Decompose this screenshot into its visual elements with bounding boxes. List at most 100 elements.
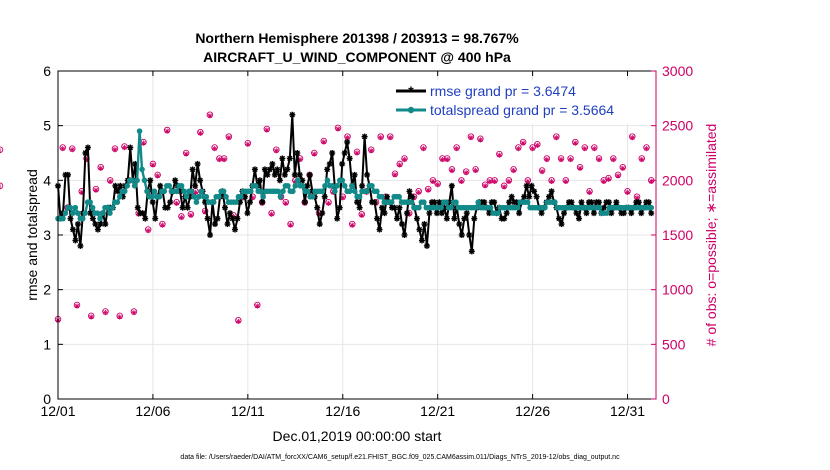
totalspread-point: [223, 193, 229, 200]
asterisk-stroke: [340, 195, 345, 201]
rmse-point: [189, 166, 196, 173]
asterisk-stroke: [184, 204, 191, 211]
totalspread-point: [280, 188, 286, 195]
obs-assimilated-point: [544, 156, 550, 163]
totalspread-point: [322, 183, 328, 189]
chart-title-line-1: Northern Hemisphere 201398 / 203913 = 98…: [195, 30, 519, 46]
obs-assimilated-point: [183, 151, 189, 157]
obs-assimilated-point: [349, 222, 355, 228]
asterisk-stroke: [259, 199, 266, 205]
asterisk-stroke: [317, 221, 323, 227]
rmse-point: [316, 221, 323, 228]
rmse-point: [94, 226, 101, 233]
asterisk-stroke: [131, 310, 137, 315]
rmse-point: [127, 144, 134, 151]
asterisk-stroke: [606, 177, 611, 182]
totalspread-point: [149, 193, 155, 200]
obs-assimilated-point: [378, 135, 384, 141]
asterisk-stroke: [356, 204, 363, 211]
rmse-point: [396, 204, 403, 211]
totalspread-point: [134, 177, 140, 184]
obs-assimilated-point: [425, 187, 431, 193]
asterisk-stroke: [554, 135, 559, 140]
asterisk-stroke: [150, 199, 156, 205]
asterisk-stroke: [212, 146, 217, 151]
rmse-point: [152, 215, 159, 222]
totalspread-point: [121, 188, 128, 195]
totalspread-point: [309, 193, 316, 200]
asterisk-stroke: [288, 222, 293, 228]
asterisk-stroke: [591, 210, 597, 216]
asterisk-stroke: [193, 190, 198, 195]
totalspread-point: [99, 210, 106, 216]
asterisk-stroke: [596, 199, 602, 205]
asterisk-stroke: [563, 179, 569, 184]
asterisk-stroke: [481, 199, 487, 205]
asterisk-stroke: [431, 199, 438, 205]
obs-assimilated-point: [610, 156, 616, 163]
totalspread-point: [233, 199, 239, 205]
asterisk-stroke: [533, 194, 540, 200]
totalspread-point: [181, 188, 187, 195]
obs-assimilated-point: [273, 148, 279, 154]
rmse-point: [344, 139, 351, 146]
asterisk-stroke: [526, 194, 532, 200]
rmse-point: [583, 210, 590, 217]
obs-assimilated-point: [212, 146, 218, 152]
asterisk-stroke: [74, 303, 80, 309]
asterisk-stroke: [558, 221, 565, 227]
asterisk-stroke: [601, 179, 606, 184]
asterisk-stroke: [117, 314, 122, 320]
obs-assimilated-point: [577, 165, 583, 171]
asterisk-stroke: [611, 157, 616, 162]
asterisk-stroke: [277, 177, 283, 184]
asterisk-stroke: [269, 212, 274, 217]
asterisk-stroke: [359, 183, 365, 189]
rmse-point: [142, 215, 149, 222]
asterisk-stroke: [307, 172, 313, 178]
asterisk-stroke: [350, 222, 355, 228]
rmse-point: [231, 226, 238, 233]
asterisk-stroke: [392, 172, 398, 178]
rmse-point: [256, 177, 263, 184]
asterisk-stroke: [471, 215, 477, 222]
obs-assimilated-point: [620, 165, 626, 171]
asterisk-stroke: [469, 248, 475, 255]
rmse-point: [528, 182, 535, 189]
totalspread-point: [388, 199, 395, 205]
rmse-point: [556, 215, 563, 222]
legend: * rmse grand pr = 3.6474 totalspread gra…: [392, 80, 654, 124]
rmse-point: [271, 171, 278, 178]
rmse-point: [461, 215, 468, 222]
asterisk-stroke: [416, 226, 423, 233]
asterisk-stroke: [82, 150, 89, 156]
obs-assimilated-point: [164, 128, 170, 134]
rmse-point: [645, 199, 652, 206]
totalspread-point: [191, 193, 197, 200]
rmse-point: [264, 171, 271, 178]
rmse-point: [226, 210, 233, 217]
totalspread-point: [356, 193, 363, 200]
obs-assimilated-point: [643, 146, 650, 152]
asterisk-stroke: [95, 226, 101, 233]
rmse-point: [246, 199, 253, 206]
totalspread-point: [294, 177, 301, 184]
asterisk-stroke: [314, 204, 320, 211]
asterisk-stroke: [568, 199, 575, 205]
rmse-point: [321, 193, 328, 200]
asterisk-stroke: [87, 210, 94, 216]
obs-assimilated-point: [496, 152, 502, 158]
asterisk-stroke: [324, 166, 330, 173]
rmse-point: [339, 160, 346, 167]
asterisk-stroke: [302, 199, 308, 205]
asterisk-stroke: [401, 232, 408, 238]
rmse-point: [558, 221, 565, 228]
obs-assimilated-point: [335, 126, 341, 132]
rmse-point: [212, 221, 219, 228]
rmse-point: [266, 166, 273, 173]
asterisk-stroke: [430, 179, 436, 184]
asterisk-stroke: [237, 199, 243, 205]
y-right-tick-label: 2500: [662, 118, 693, 134]
obs-assimilated-point: [102, 310, 109, 316]
rmse-point: [438, 210, 445, 217]
